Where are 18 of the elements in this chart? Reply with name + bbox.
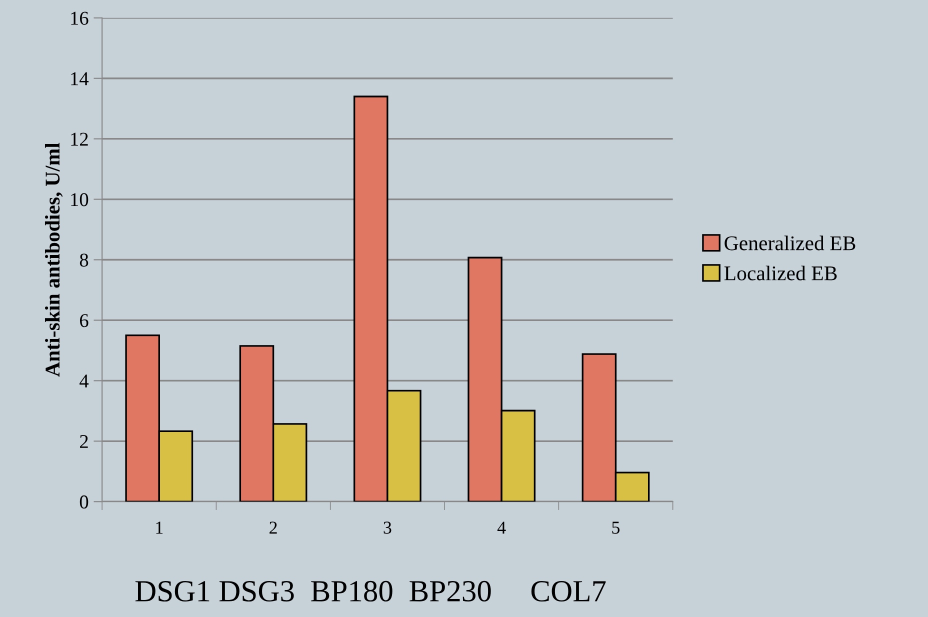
y-tick-label: 2 [80, 435, 88, 448]
x-tick-label: 2 [270, 522, 277, 534]
legend-label: Generalized EB [724, 236, 856, 250]
y-tick-label: 12 [71, 132, 88, 146]
y-tick-label: 16 [71, 12, 88, 25]
y-tick-label: 4 [80, 374, 89, 388]
y-tick-label: 8 [80, 254, 88, 267]
x-tick-label: 1 [156, 522, 163, 534]
x-tick-label: 4 [497, 522, 506, 534]
y-tick-label: 6 [80, 314, 88, 328]
text: DSG1 DSG3 BP180 BP230 COL7 [135, 580, 606, 602]
x-tick-label: 3 [384, 522, 392, 534]
x-tick-label: 5 [612, 522, 620, 534]
legend-label: Localized EB [724, 266, 837, 280]
y-axis-title: Anti-skin antibodies, U/ml [44, 142, 63, 377]
y-tick-label: 14 [71, 72, 89, 86]
y-tick-label: 0 [80, 495, 88, 509]
y-tick-label: 10 [71, 193, 88, 206]
